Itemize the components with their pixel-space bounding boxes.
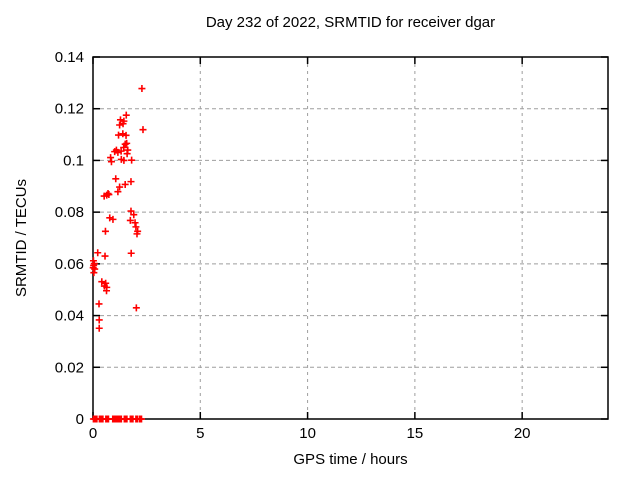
data-point [114, 148, 122, 156]
y-tick-label: 0.08 [55, 204, 84, 221]
data-point [130, 211, 138, 219]
y-tick-label: 0.12 [55, 101, 84, 118]
y-tick-label: 0.1 [63, 152, 84, 169]
data-point [120, 156, 128, 164]
data-point [116, 183, 124, 191]
x-tick-label: 10 [299, 425, 316, 442]
data-point [116, 116, 124, 124]
x-tick-label: 5 [196, 425, 204, 442]
data-point [133, 230, 141, 238]
data-point [119, 120, 127, 128]
data-point [90, 269, 98, 277]
data-point [98, 278, 106, 286]
x-tick-label: 15 [407, 425, 424, 442]
data-point [91, 265, 99, 273]
data-point [122, 131, 130, 139]
chart-title: Day 232 of 2022, SRMTID for receiver dga… [205, 14, 496, 31]
data-point [131, 219, 139, 227]
y-tick-label: 0.04 [55, 308, 84, 325]
data-point [101, 252, 109, 260]
data-point [137, 415, 145, 423]
data-point [122, 111, 130, 119]
data-point [95, 300, 103, 308]
data-point [107, 154, 115, 162]
data-point [117, 147, 125, 155]
data-point [132, 223, 140, 231]
data-point [127, 178, 135, 186]
data-point [139, 126, 147, 134]
data-point [109, 215, 117, 223]
data-point [127, 207, 135, 215]
data-point [101, 227, 109, 235]
x-tick-label: 20 [514, 425, 531, 442]
data-point [95, 316, 103, 324]
y-tick-label: 0.14 [55, 49, 84, 66]
data-point [114, 188, 122, 196]
data-point [121, 180, 129, 188]
x-tick-label: 0 [89, 425, 97, 442]
data-point [138, 85, 146, 93]
data-point [94, 249, 102, 257]
x-axis-title: GPS time / hours [293, 451, 408, 468]
data-point [126, 216, 134, 224]
data-point [100, 192, 108, 200]
y-tick-label: 0.06 [55, 256, 84, 273]
data-point [103, 287, 111, 295]
plot-border [92, 56, 609, 420]
data-point [120, 144, 128, 151]
data-point [123, 150, 131, 158]
data-point [127, 249, 135, 257]
data-point [107, 158, 115, 166]
data-point [95, 324, 103, 332]
data-point [112, 175, 120, 183]
data-point [132, 304, 140, 312]
data-point [116, 121, 124, 129]
data-point [121, 140, 129, 148]
y-tick-label: 0.02 [55, 359, 84, 376]
data-point [128, 156, 136, 164]
data-point [115, 131, 123, 139]
y-tick-label: 0 [76, 411, 84, 428]
